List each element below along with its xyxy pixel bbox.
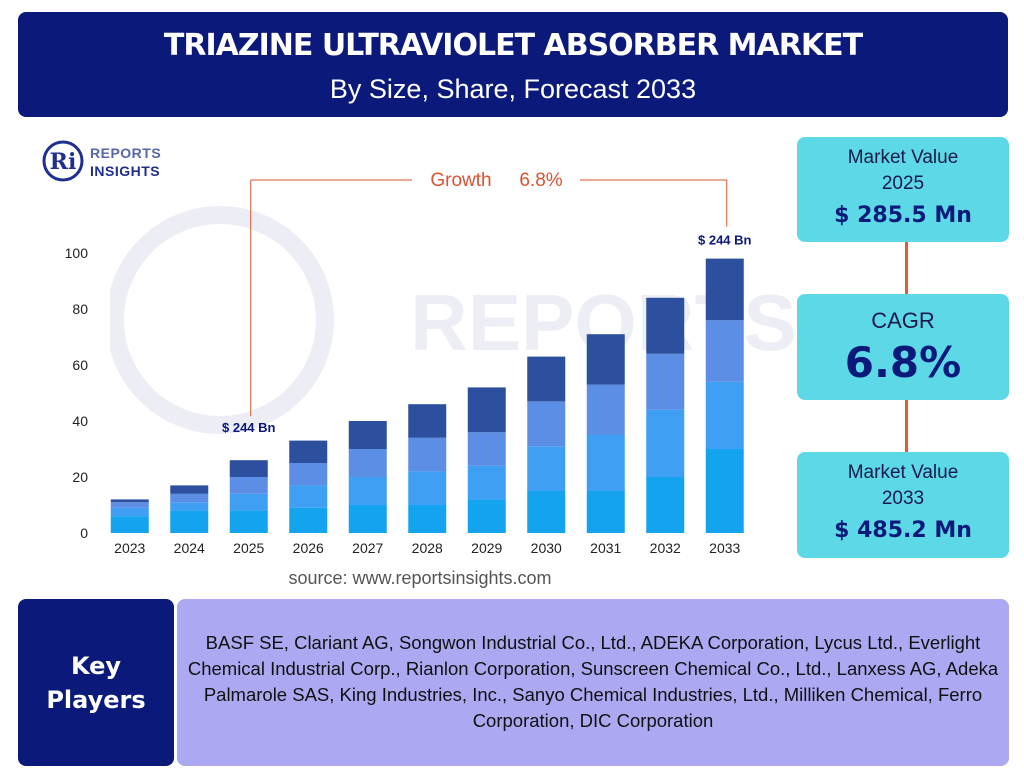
x-tick-label: 2031 (590, 540, 621, 556)
key-players-label-line2: Players (46, 686, 146, 714)
bar-segment (289, 507, 328, 533)
card-year: 2033 (881, 488, 925, 509)
bar-segment (170, 510, 209, 533)
market-value-2025-card: Market Value 2025 $ 285.5 Mn (797, 137, 1009, 242)
bar-segment (110, 502, 149, 508)
bar-segment (348, 505, 387, 533)
x-tick-label: 2033 (709, 540, 740, 556)
bar-segment (408, 404, 447, 438)
end-value-label: $ 244 Bn (698, 233, 752, 248)
key-players-label: Key Players (18, 599, 174, 766)
market-value-2033-card: Market Value 2033 $ 485.2 Mn (797, 452, 1009, 558)
bar-segment (467, 432, 506, 466)
bar-segment (705, 449, 744, 533)
bar-segment (527, 446, 566, 491)
y-tick-label: 60 (72, 357, 88, 373)
bar-segment (646, 297, 685, 354)
bar-segment (289, 485, 328, 508)
bar-segment (289, 440, 328, 463)
bar-segment (289, 463, 328, 486)
bar-segment (467, 387, 506, 433)
key-players-label-line1: Key (70, 652, 122, 680)
growth-value: 6.8% (519, 170, 562, 191)
logo-mark-text: Ri (50, 149, 77, 175)
card-connector-bottom (905, 400, 908, 452)
bar-segment (229, 510, 268, 533)
x-tick-label: 2029 (471, 540, 502, 556)
bar-segment (586, 435, 625, 491)
bar-segment (646, 477, 685, 533)
bar-segment (348, 449, 387, 477)
bar-segment (110, 499, 149, 503)
y-tick-label: 0 (80, 525, 88, 541)
bar-segment (170, 502, 209, 511)
y-tick-label: 80 (72, 301, 88, 317)
bar-segment (170, 485, 209, 494)
bar-segment (527, 401, 566, 447)
logo-mark-icon: Ri (42, 140, 84, 182)
x-tick-label: 2025 (233, 540, 264, 556)
bar-segment (705, 320, 744, 382)
bar-segment (586, 491, 625, 533)
header-banner: TRIAZINE ULTRAVIOLET ABSORBER MARKET By … (18, 12, 1008, 117)
y-tick-label: 100 (65, 245, 89, 261)
card-year: 2025 (881, 173, 925, 194)
card-label: Market Value (847, 147, 959, 168)
logo-text-line1: REPORTS (90, 145, 162, 161)
bar-segment (646, 409, 685, 477)
bar-segment (646, 353, 685, 410)
key-players-list: BASF SE, Clariant AG, Songwon Industrial… (177, 599, 1009, 766)
bar-segment (229, 493, 268, 511)
x-tick-label: 2026 (293, 540, 324, 556)
bar-segment (467, 465, 506, 500)
x-tick-label: 2032 (650, 540, 681, 556)
page-subtitle: By Size, Share, Forecast 2033 (329, 74, 697, 104)
bar-segment (586, 334, 625, 385)
x-tick-label: 2024 (174, 540, 205, 556)
x-tick-label: 2027 (352, 540, 383, 556)
bar-segment (408, 437, 447, 472)
source-note: source: www.reportsinsights.com (288, 568, 552, 588)
y-tick-label: 40 (72, 413, 88, 429)
card-connector-top (905, 242, 908, 294)
x-tick-label: 2028 (412, 540, 443, 556)
x-tick-label: 2023 (114, 540, 145, 556)
bar-segment (348, 421, 387, 449)
card-label: Market Value (847, 462, 959, 483)
page-title: TRIAZINE ULTRAVIOLET ABSORBER MARKET (163, 28, 863, 63)
bar-segment (408, 471, 447, 505)
bar-segment (170, 493, 209, 503)
y-tick-label: 20 (72, 469, 88, 485)
card-value: $ 285.5 Mn (834, 203, 972, 228)
card-value: $ 485.2 Mn (834, 518, 972, 543)
cagr-card: CAGR 6.8% (797, 294, 1009, 400)
market-bar-chart: 0 20 40 60 80 100 2023 2024 2025 2026 2027 2028 2029… (65, 170, 752, 556)
bar-segment (229, 460, 268, 477)
bar-segment (705, 258, 744, 321)
bar-segment (586, 384, 625, 435)
bar-segment (705, 381, 744, 449)
bar-segment (348, 477, 387, 505)
x-tick-label: 2030 (531, 540, 562, 556)
growth-label: Growth (430, 170, 491, 191)
bar-segment (527, 356, 566, 402)
bar-segment (110, 516, 149, 533)
cagr-label: CAGR (871, 308, 935, 333)
bar-segment (229, 477, 268, 494)
bar-segment (408, 505, 447, 533)
cagr-value: 6.8% (844, 338, 962, 387)
bar-segment (467, 499, 506, 533)
start-value-label: $ 244 Bn (222, 420, 276, 435)
reports-insights-logo: Ri REPORTS INSIGHTS (42, 140, 182, 184)
bar-segment (527, 491, 566, 533)
bar-segment (110, 507, 149, 517)
logo-text-line2: INSIGHTS (90, 163, 161, 179)
